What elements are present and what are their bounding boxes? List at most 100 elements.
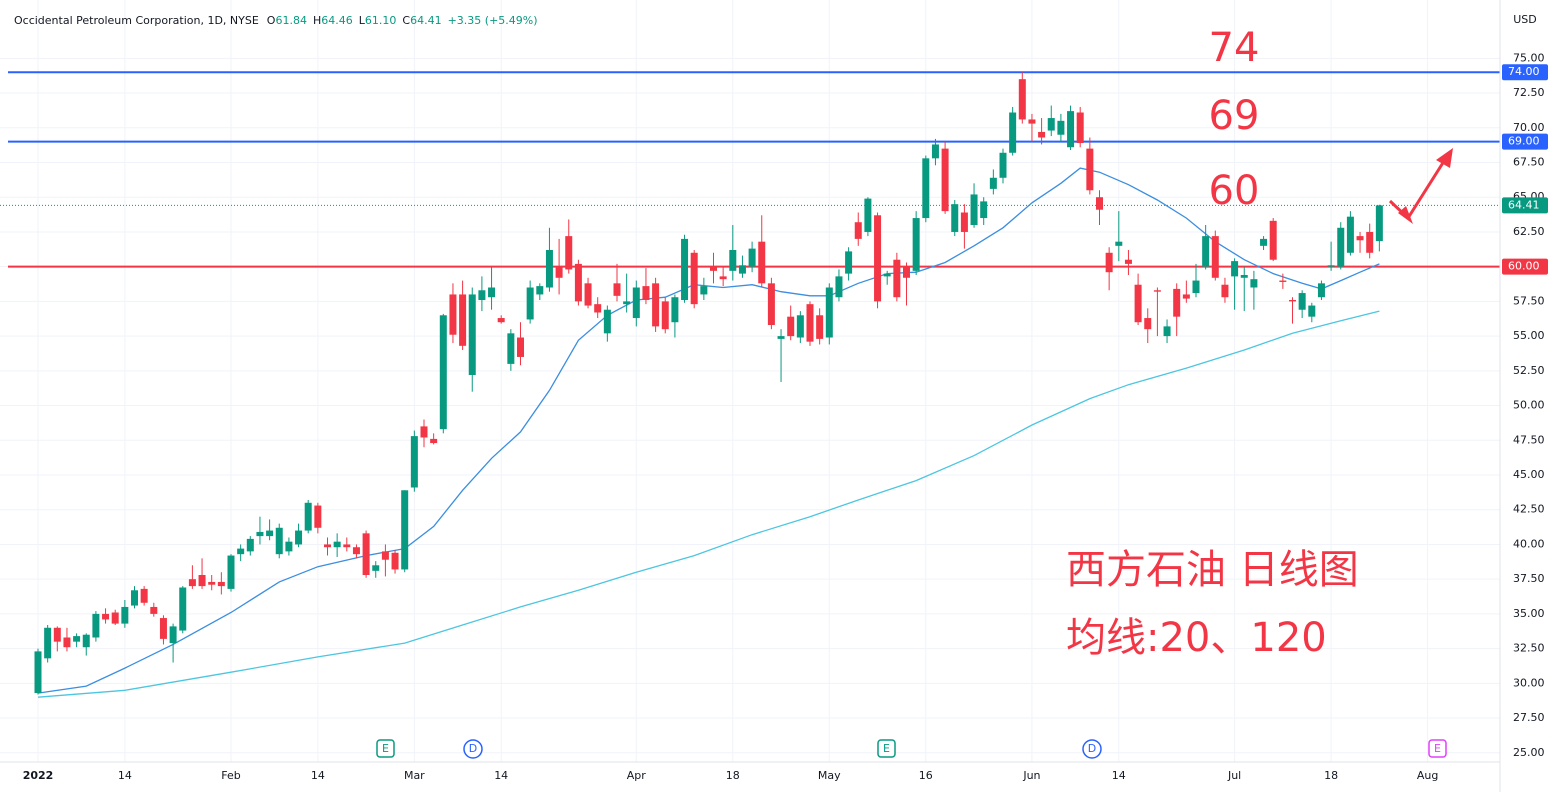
events: E D E D E [376, 739, 1447, 759]
candle-body [1346, 216, 1354, 253]
event-badge[interactable] [376, 739, 395, 758]
candle-body [661, 301, 669, 330]
y-tick-label: 35.00 [1513, 607, 1545, 620]
candle-body [1163, 326, 1171, 337]
y-tick-label: 72.50 [1513, 86, 1545, 99]
x-tick-label: Jul [1227, 769, 1241, 782]
candle-body [1057, 120, 1065, 135]
candle-body [44, 627, 52, 659]
candle-body [63, 637, 71, 648]
candle-body [931, 144, 939, 159]
candle-body [893, 259, 901, 298]
candle-body [488, 287, 496, 298]
candle-body [188, 579, 196, 587]
candle-body [960, 212, 968, 232]
candle-body [430, 438, 438, 444]
event-badge[interactable] [877, 739, 896, 758]
candle-body [121, 606, 129, 624]
x-tick-label: 14 [311, 769, 325, 782]
event-badge[interactable] [463, 739, 483, 759]
candle-body [864, 198, 872, 232]
legend: Occidental Petroleum Corporation, 1D, NY… [14, 14, 538, 27]
x-tick-label: 18 [1324, 769, 1338, 782]
y-tick-label: 70.00 [1513, 121, 1545, 134]
legend-text: 61.84 [275, 14, 307, 27]
x-tick-label: 18 [726, 769, 740, 782]
last-price-box [1502, 197, 1548, 214]
note: 均线:20、120 [1066, 615, 1327, 661]
candle-body [845, 251, 853, 274]
y-tick-label: 45.00 [1513, 468, 1545, 481]
candle-body [729, 250, 737, 271]
candle-body [825, 287, 833, 338]
x-tick-label: Aug [1417, 769, 1438, 782]
legend-text: Occidental Petroleum Corporation, 1D, NY… [14, 14, 259, 27]
legend-text: 61.10 [365, 14, 397, 27]
candle-body [1337, 227, 1345, 267]
candle-body [159, 618, 167, 639]
candle-body [758, 241, 766, 284]
candle-body [912, 218, 920, 271]
candle-body [903, 266, 910, 278]
candle-body [1308, 305, 1316, 317]
last-price-label: 64.41 [1508, 198, 1540, 211]
candle-body [652, 283, 660, 327]
candle-body [1211, 236, 1219, 278]
price-labels: 74.00 69.00 60.00 64.41 [1502, 64, 1548, 275]
candle-body [1240, 275, 1248, 278]
candle-body [391, 552, 399, 570]
event-badge[interactable] [1082, 739, 1102, 759]
level-label: 60.00 [1508, 260, 1540, 273]
candle-body [82, 634, 90, 648]
candle-body [613, 283, 621, 296]
candle-body [989, 177, 997, 189]
candle-body [507, 333, 515, 364]
legend-text: 64.46 [321, 14, 353, 27]
event-badge[interactable] [1428, 739, 1447, 758]
candle-body [854, 222, 862, 239]
candle-body [1298, 293, 1306, 310]
candle-body [285, 541, 293, 552]
candle-body [1192, 280, 1200, 294]
candle-body [237, 548, 245, 555]
candle-body [1327, 265, 1335, 267]
arrow-head [1436, 148, 1453, 168]
candle-body [439, 315, 447, 430]
candle-body [970, 194, 978, 225]
y-tick-label: 32.50 [1513, 642, 1545, 655]
candle-body [594, 304, 602, 313]
candle-body [1124, 259, 1132, 264]
y-tick-label: 75.00 [1513, 51, 1545, 64]
candle-body [951, 204, 959, 232]
candle-body [806, 304, 814, 342]
candle-body [1182, 294, 1190, 299]
candle-body [1260, 238, 1268, 246]
candle-body [517, 337, 524, 357]
x-tick-label: 2022 [23, 769, 54, 782]
event-label: E [883, 742, 890, 755]
candle-body [1356, 236, 1364, 241]
candle-body [1153, 290, 1161, 292]
candle-body [1289, 300, 1296, 302]
y-tick-label: 47.50 [1513, 433, 1545, 446]
candle-body [1317, 283, 1325, 298]
candle-body [1144, 318, 1152, 330]
x-tick-label: Apr [627, 769, 647, 782]
y-tick-label: 42.50 [1513, 503, 1545, 516]
y-tick-label: 52.50 [1513, 364, 1545, 377]
y-tick-label: 30.00 [1513, 676, 1545, 689]
legend-text: +3.35 (+5.49%) [448, 14, 538, 27]
event-label: E [1434, 742, 1441, 755]
level-label-box [1502, 64, 1548, 81]
candle-body [256, 531, 264, 537]
candle-body [603, 309, 611, 334]
x-tick-label: 16 [919, 769, 933, 782]
candle-body [362, 533, 370, 575]
legend-text: C [402, 14, 410, 27]
candle-body [217, 581, 225, 587]
candle-body [816, 315, 824, 339]
event-label: D [469, 742, 477, 755]
candle-body [372, 565, 380, 571]
x-tick-label: Jun [1022, 769, 1040, 782]
candle-body [227, 555, 235, 589]
